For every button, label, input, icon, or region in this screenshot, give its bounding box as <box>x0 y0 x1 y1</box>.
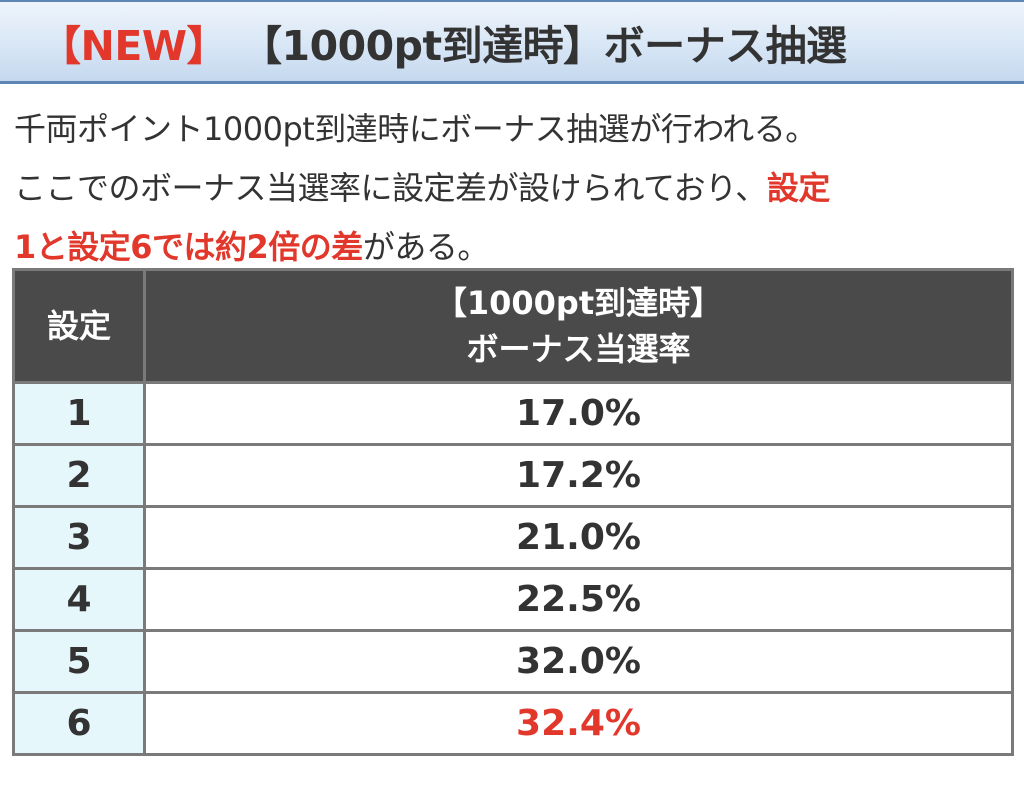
intro-line-2-text: ここでのボーナス当選率に設定差が設けられており、 <box>14 169 767 207</box>
section-header: 【NEW】 【1000pt到達時】ボーナス抽選 <box>0 0 1024 84</box>
intro-line-3-text: がある。 <box>362 228 490 266</box>
header-rate-line-1: 【1000pt到達時】 <box>434 284 723 322</box>
header-rate: 【1000pt到達時】 ボーナス当選率 <box>143 268 1014 384</box>
intro-line-1: 千両ポイント1000pt到達時にボーナス抽選が行われる。 <box>14 110 817 148</box>
rate-cell: 32.0% <box>143 629 1014 694</box>
setting-cell: 5 <box>12 629 146 694</box>
rate-cell: 21.0% <box>143 505 1014 570</box>
intro-highlight-1: 設定 <box>766 169 831 207</box>
table-header-row: 設定 【1000pt到達時】 ボーナス当選率 <box>12 268 1014 384</box>
rate-cell: 17.2% <box>143 443 1014 508</box>
header-rate-line-2: ボーナス当選率 <box>466 330 691 368</box>
intro-text: 千両ポイント1000pt到達時にボーナス抽選が行われる。 ここでのボーナス当選率… <box>14 100 1014 277</box>
table-row: 1 17.0% <box>12 381 1014 446</box>
intro-line-3: 1と設定6では約2倍の差がある。 <box>14 218 1014 277</box>
table-row: 3 21.0% <box>12 505 1014 570</box>
table-row: 5 32.0% <box>12 629 1014 694</box>
table-row: 4 22.5% <box>12 567 1014 632</box>
new-tag: 【NEW】 <box>40 21 228 70</box>
setting-cell: 6 <box>12 691 146 756</box>
section-title: 【1000pt到達時】ボーナス抽選 <box>241 21 847 70</box>
rate-cell: 17.0% <box>143 381 1014 446</box>
header-setting: 設定 <box>12 268 146 384</box>
setting-cell: 1 <box>12 381 146 446</box>
rate-cell: 22.5% <box>143 567 1014 632</box>
setting-cell: 3 <box>12 505 146 570</box>
table-row: 6 32.4% <box>12 691 1014 756</box>
bonus-rate-table: 設定 【1000pt到達時】 ボーナス当選率 1 17.0% 2 17.2% 3… <box>12 268 1014 756</box>
setting-cell: 2 <box>12 443 146 508</box>
table-row: 2 17.2% <box>12 443 1014 508</box>
setting-cell: 4 <box>12 567 146 632</box>
rate-cell-highlight: 32.4% <box>143 691 1014 756</box>
intro-line-2: ここでのボーナス当選率に設定差が設けられており、設定 <box>14 159 1014 218</box>
intro-highlight-2: 1と設定6では約2倍の差 <box>14 228 363 266</box>
